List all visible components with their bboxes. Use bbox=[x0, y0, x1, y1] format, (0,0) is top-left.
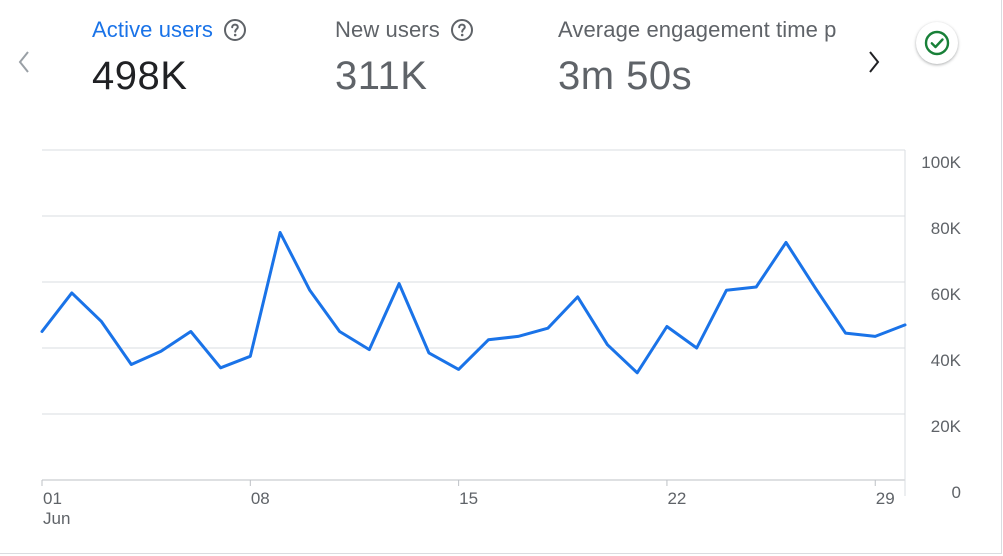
metric-new-users[interactable]: New users 311K bbox=[335, 12, 474, 102]
x-tick-label: 08 bbox=[251, 489, 270, 508]
metrics-strip: Active users 498K New users 311K Average… bbox=[92, 12, 848, 102]
y-tick-label: 40K bbox=[931, 351, 962, 370]
metric-value: 3m 50s bbox=[558, 54, 693, 98]
y-tick-label: 20K bbox=[931, 417, 962, 436]
metric-value: 498K bbox=[92, 54, 188, 98]
metric-label: Active users bbox=[92, 17, 214, 42]
metric-active-users[interactable]: Active users 498K bbox=[92, 12, 247, 102]
help-circle-icon[interactable] bbox=[223, 18, 247, 42]
y-tick-label: 0 bbox=[952, 483, 961, 502]
x-tick-sublabel: Jun bbox=[43, 509, 70, 528]
series-line-active-users bbox=[40, 231, 907, 375]
metric-label: New users bbox=[335, 17, 440, 42]
previous-metrics-button[interactable] bbox=[12, 46, 36, 78]
y-tick-label: 60K bbox=[931, 285, 962, 304]
x-tick-label: 15 bbox=[459, 489, 478, 508]
metric-value: 311K bbox=[335, 54, 428, 98]
y-tick-label: 100K bbox=[921, 153, 961, 172]
check-circle-icon bbox=[924, 30, 950, 56]
y-tick-label: 80K bbox=[931, 219, 962, 238]
x-tick-label: 29 bbox=[876, 489, 895, 508]
metric-average-engagement-time[interactable]: Average engagement time p 3m 50s bbox=[558, 12, 837, 102]
next-metrics-button[interactable] bbox=[862, 46, 886, 78]
x-tick-label: 22 bbox=[667, 489, 686, 508]
chevron-right-icon bbox=[869, 51, 880, 73]
data-quality-status-button[interactable] bbox=[916, 22, 958, 64]
metric-label: Average engagement time p bbox=[558, 17, 837, 42]
help-circle-icon[interactable] bbox=[450, 18, 474, 42]
chevron-left-icon bbox=[18, 51, 29, 73]
x-tick-label: 01 bbox=[43, 489, 62, 508]
